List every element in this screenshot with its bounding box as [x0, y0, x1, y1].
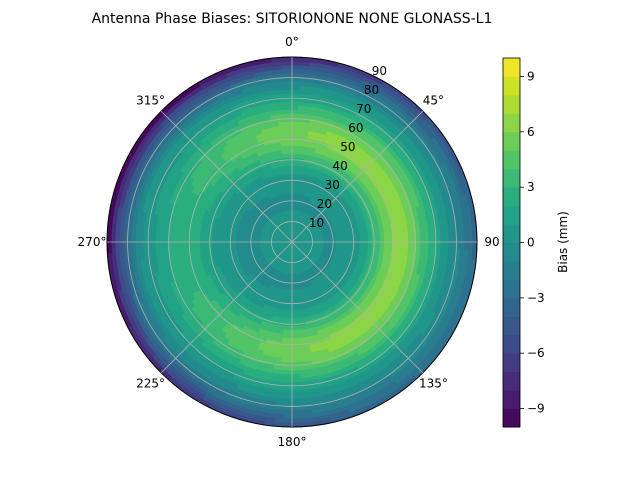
contour-cell	[282, 88, 294, 94]
contour-cell	[282, 92, 294, 98]
contour-cell	[282, 80, 294, 86]
contour-cell	[282, 84, 294, 90]
contour-cell	[283, 104, 294, 110]
contour-cell	[283, 100, 294, 106]
chart-title: Antenna Phase Biases: SITORIONONE NONE G…	[92, 11, 493, 27]
